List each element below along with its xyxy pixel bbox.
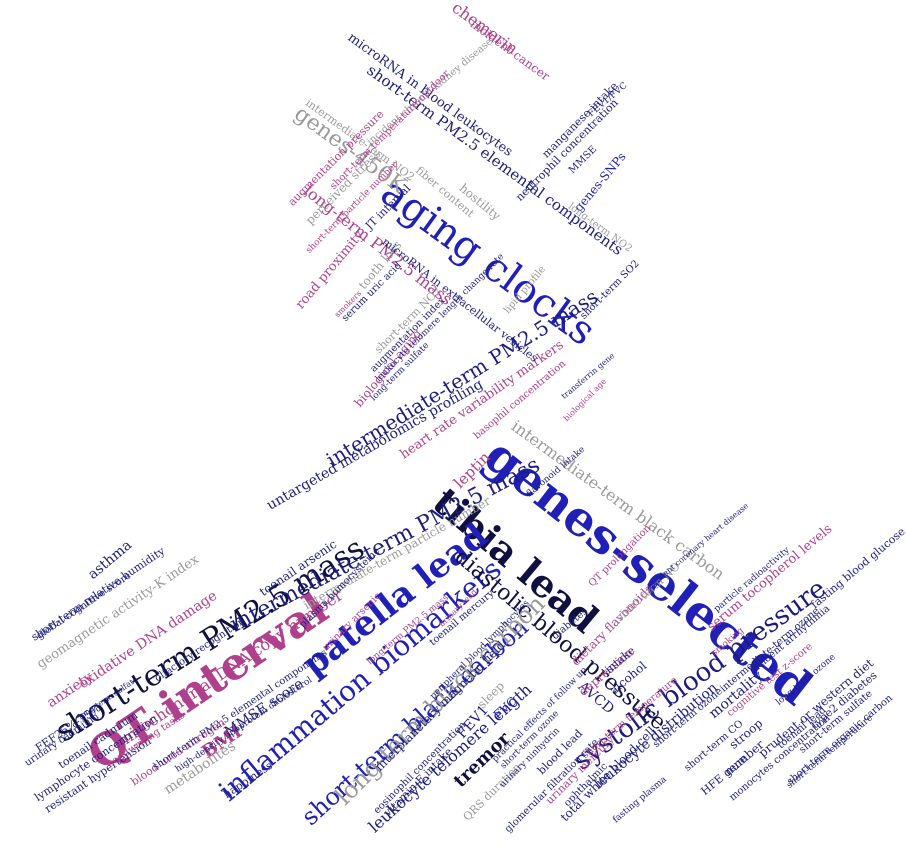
word-manganese-intake: manganese intake [539,79,620,160]
word-neutrophil-concentration: neutrophil concentration [513,96,621,204]
word-fasting-plasma: fasting plasma [611,774,669,825]
